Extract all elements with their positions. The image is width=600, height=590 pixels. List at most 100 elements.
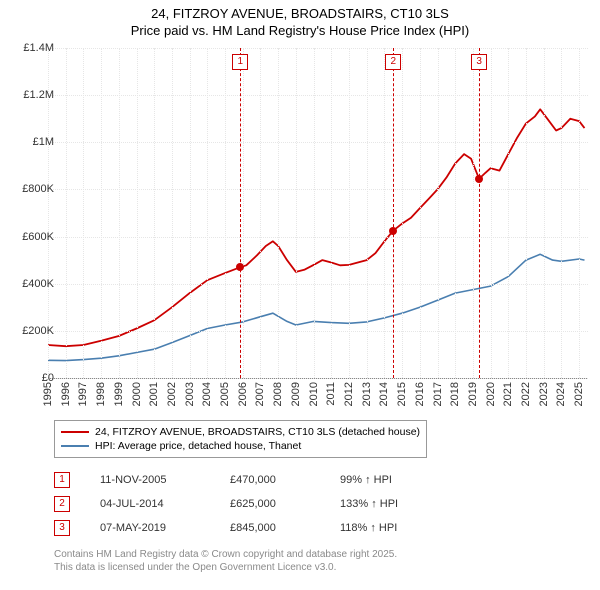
gridline-v: [119, 48, 120, 378]
y-axis-label: £600K: [22, 231, 54, 243]
x-axis-label: 2023: [538, 382, 550, 406]
gridline-h: [48, 48, 588, 49]
y-axis-label: £800K: [22, 183, 54, 195]
gridline-v: [367, 48, 368, 378]
x-axis-label: 2000: [131, 382, 143, 406]
gridline-h: [48, 237, 588, 238]
sales-price: £625,000: [230, 498, 340, 510]
y-axis-label: £200K: [22, 325, 54, 337]
series-line: [48, 109, 585, 346]
gridline-v: [225, 48, 226, 378]
gridline-v: [579, 48, 580, 378]
x-axis-label: 1998: [95, 382, 107, 406]
gridline-h: [48, 331, 588, 332]
sales-price: £470,000: [230, 474, 340, 486]
x-axis-label: 2011: [325, 382, 337, 406]
sale-marker-dot: [475, 175, 483, 183]
x-axis-label: 2014: [378, 382, 390, 406]
sales-pct: 99% ↑ HPI: [340, 474, 450, 486]
footer-line-2: This data is licensed under the Open Gov…: [54, 561, 397, 574]
x-axis-label: 1995: [42, 382, 54, 406]
gridline-v: [544, 48, 545, 378]
sale-marker-line: [393, 48, 394, 378]
x-axis-label: 1999: [113, 382, 125, 406]
gridline-v: [190, 48, 191, 378]
gridline-v: [402, 48, 403, 378]
x-axis-label: 2016: [414, 382, 426, 406]
gridline-v: [349, 48, 350, 378]
legend: 24, FITZROY AVENUE, BROADSTAIRS, CT10 3L…: [54, 420, 427, 458]
sale-marker-dot: [389, 227, 397, 235]
gridline-v: [455, 48, 456, 378]
x-axis-label: 2021: [502, 382, 514, 406]
x-axis-label: 2022: [520, 382, 532, 406]
sales-date: 11-NOV-2005: [100, 474, 230, 486]
gridline-h: [48, 284, 588, 285]
sale-marker-line: [479, 48, 480, 378]
x-axis-label: 2001: [148, 382, 160, 406]
sales-marker: 2: [54, 496, 70, 512]
x-axis-label: 2004: [201, 382, 213, 406]
sale-marker-box: 1: [232, 54, 248, 70]
footer-line-1: Contains HM Land Registry data © Crown c…: [54, 548, 397, 561]
series-line: [48, 254, 585, 360]
y-axis-label: £1M: [33, 136, 54, 148]
gridline-v: [420, 48, 421, 378]
sales-pct: 118% ↑ HPI: [340, 522, 450, 534]
sales-table: 1 11-NOV-2005£470,00099% ↑ HPI 2 04-JUL-201…: [54, 468, 450, 540]
x-axis-label: 2010: [308, 382, 320, 406]
sales-row: 2 04-JUL-2014£625,000133% ↑ HPI: [54, 492, 450, 516]
sale-marker-box: 2: [385, 54, 401, 70]
chart-container: 24, FITZROY AVENUE, BROADSTAIRS, CT10 3L…: [0, 0, 600, 590]
x-axis-label: 2018: [449, 382, 461, 406]
x-axis-label: 2015: [396, 382, 408, 406]
sales-marker: 3: [54, 520, 70, 536]
y-axis-label: £400K: [22, 278, 54, 290]
gridline-v: [260, 48, 261, 378]
sale-marker-dot: [236, 263, 244, 271]
gridline-v: [278, 48, 279, 378]
sales-marker: 1: [54, 472, 70, 488]
title-line-2: Price paid vs. HM Land Registry's House …: [0, 23, 600, 40]
sale-marker-box: 3: [471, 54, 487, 70]
chart-plot-area: 1 2 3: [48, 48, 588, 379]
x-axis-label: 2005: [219, 382, 231, 406]
legend-row: 24, FITZROY AVENUE, BROADSTAIRS, CT10 3L…: [61, 425, 420, 439]
legend-swatch: [61, 431, 89, 433]
legend-row: HPI: Average price, detached house, Than…: [61, 439, 420, 453]
gridline-v: [438, 48, 439, 378]
gridline-v: [508, 48, 509, 378]
gridline-v: [526, 48, 527, 378]
x-axis-label: 2025: [573, 382, 585, 406]
x-axis-label: 2009: [290, 382, 302, 406]
sales-pct: 133% ↑ HPI: [340, 498, 450, 510]
x-axis-label: 2020: [485, 382, 497, 406]
gridline-h: [48, 189, 588, 190]
sales-row: 3 07-MAY-2019£845,000118% ↑ HPI: [54, 516, 450, 540]
sales-row: 1 11-NOV-2005£470,00099% ↑ HPI: [54, 468, 450, 492]
legend-swatch: [61, 445, 89, 447]
x-axis-label: 2024: [555, 382, 567, 406]
gridline-v: [154, 48, 155, 378]
title-block: 24, FITZROY AVENUE, BROADSTAIRS, CT10 3L…: [0, 0, 600, 40]
gridline-v: [243, 48, 244, 378]
y-axis-label: £1.4M: [23, 42, 54, 54]
gridline-v: [172, 48, 173, 378]
y-axis-label: £1.2M: [23, 89, 54, 101]
gridline-h: [48, 378, 588, 379]
gridline-v: [137, 48, 138, 378]
gridline-h: [48, 95, 588, 96]
x-axis-label: 2012: [343, 382, 355, 406]
gridline-v: [331, 48, 332, 378]
chart-svg: [48, 48, 588, 378]
footer: Contains HM Land Registry data © Crown c…: [54, 548, 397, 574]
gridline-h: [48, 142, 588, 143]
sales-date: 07-MAY-2019: [100, 522, 230, 534]
legend-label: 24, FITZROY AVENUE, BROADSTAIRS, CT10 3L…: [95, 426, 420, 438]
sales-price: £845,000: [230, 522, 340, 534]
sales-date: 04-JUL-2014: [100, 498, 230, 510]
gridline-v: [296, 48, 297, 378]
legend-label: HPI: Average price, detached house, Than…: [95, 440, 301, 452]
x-axis-label: 2019: [467, 382, 479, 406]
x-axis-label: 2003: [184, 382, 196, 406]
